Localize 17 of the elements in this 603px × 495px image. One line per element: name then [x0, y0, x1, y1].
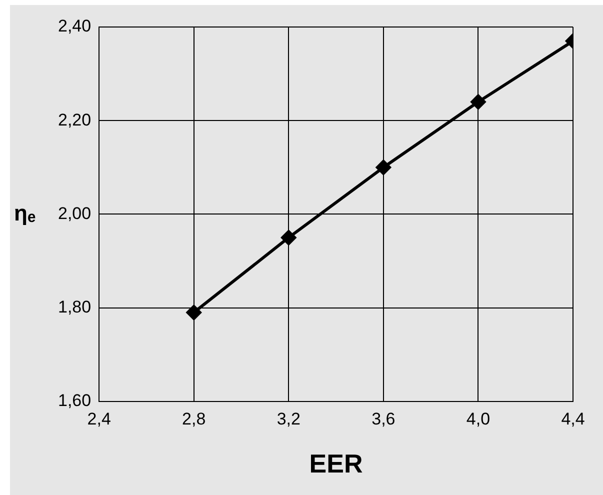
y-tick-label: 2,00 [58, 204, 92, 223]
point [186, 304, 202, 320]
y-tick-label: 2,40 [58, 16, 92, 36]
point [470, 94, 486, 110]
x-axis-title: EER [309, 448, 363, 479]
x-tick-label: 2,8 [182, 409, 206, 428]
x-tick-label: 4,0 [466, 409, 490, 428]
x-tick-label: 4,4 [561, 409, 585, 428]
point [281, 230, 296, 246]
point [376, 160, 391, 175]
y-tick-label: 1,80 [58, 297, 92, 316]
y-tick-label: 1,60 [58, 391, 92, 410]
x-tick-label: 3,2 [276, 409, 300, 428]
x-tick-label: 3,6 [372, 409, 396, 428]
y-tick-label: 2,20 [58, 110, 92, 130]
y-axis-title: ηₑ [14, 200, 36, 226]
x-tick-label: 2,4 [87, 409, 111, 428]
